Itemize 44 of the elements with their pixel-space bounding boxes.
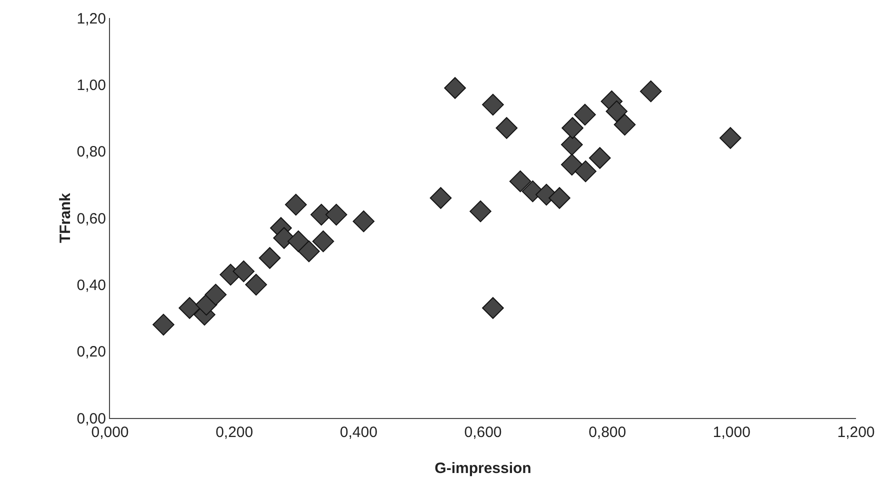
point (606, 100, 628, 122)
point (325, 204, 348, 226)
point (245, 274, 267, 296)
point (509, 170, 532, 192)
y-tick-label: 0,80 (76, 144, 106, 161)
point (152, 314, 174, 336)
point (273, 227, 295, 249)
point (178, 297, 200, 319)
point (562, 117, 584, 139)
x-tick-label: 0,800 (588, 424, 626, 441)
point (574, 104, 596, 126)
point (298, 240, 320, 262)
point (470, 200, 492, 222)
point (482, 94, 504, 116)
point (588, 147, 611, 169)
y-tick-label: 1,00 (76, 76, 106, 94)
point (561, 154, 583, 176)
x-axis-title: G-impression (434, 460, 532, 477)
point (284, 194, 307, 216)
y-tick-label: 0,40 (76, 276, 106, 294)
x-tick-label: 0,400 (340, 424, 378, 441)
point (352, 210, 375, 232)
point (312, 230, 334, 252)
point (258, 247, 281, 269)
point (574, 160, 596, 182)
point (482, 297, 504, 319)
point (720, 127, 742, 149)
y-tick-label: 0,60 (76, 210, 106, 228)
x-tick-label: 0,600 (464, 424, 502, 441)
point (232, 260, 255, 282)
y-tick-label: 0,20 (76, 344, 106, 361)
point (640, 80, 662, 102)
y-axis-title: TFrank (57, 192, 74, 244)
point (204, 284, 227, 306)
y-tick-label: 1,20 (76, 10, 106, 28)
x-tick-label: 0,200 (216, 424, 254, 441)
point (287, 230, 310, 252)
point (548, 187, 570, 209)
x-tick-label: 1,200 (837, 424, 875, 441)
point (614, 114, 636, 136)
point (444, 77, 466, 99)
x-tick-label: 1,000 (712, 424, 750, 441)
point (430, 187, 452, 209)
point (496, 117, 518, 139)
